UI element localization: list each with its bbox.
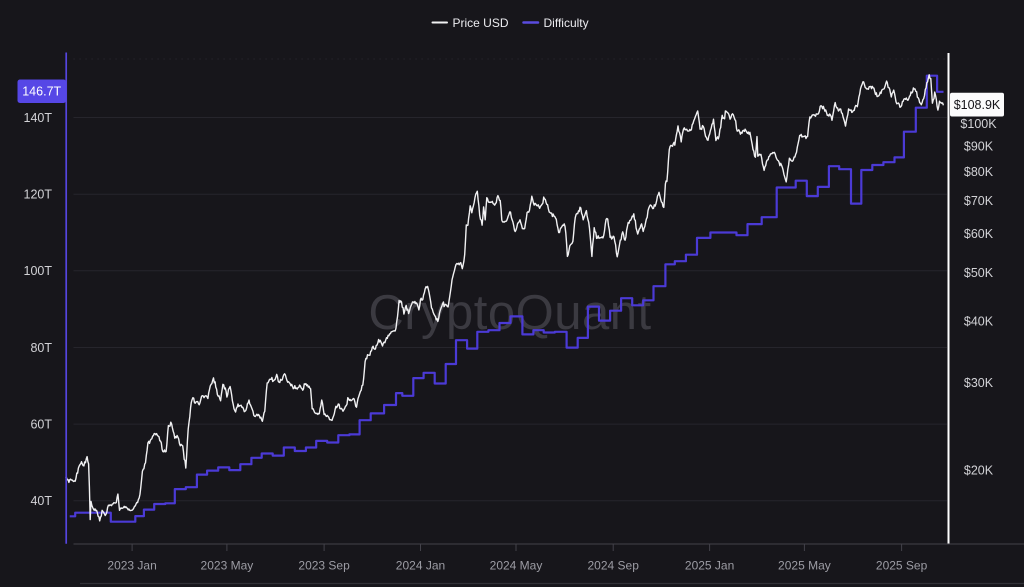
svg-text:2023 Jan: 2023 Jan bbox=[107, 559, 156, 573]
svg-text:2023 Sep: 2023 Sep bbox=[298, 559, 350, 573]
svg-text:2025 May: 2025 May bbox=[778, 559, 831, 573]
svg-text:2025 Sep: 2025 Sep bbox=[876, 559, 928, 573]
svg-text:Price USD: Price USD bbox=[453, 16, 509, 30]
svg-text:2024 May: 2024 May bbox=[490, 559, 543, 573]
svg-text:146.7T: 146.7T bbox=[22, 85, 61, 99]
svg-text:$108.9K: $108.9K bbox=[954, 98, 1001, 112]
svg-text:40T: 40T bbox=[30, 494, 52, 508]
svg-text:2023 May: 2023 May bbox=[201, 559, 254, 573]
svg-text:Difficulty: Difficulty bbox=[544, 16, 589, 30]
svg-text:$70K: $70K bbox=[964, 194, 994, 208]
svg-text:$20K: $20K bbox=[964, 464, 994, 478]
svg-text:CryptoQuant: CryptoQuant bbox=[368, 286, 651, 340]
svg-text:$80K: $80K bbox=[964, 165, 994, 179]
svg-text:2024 Sep: 2024 Sep bbox=[588, 559, 640, 573]
svg-text:$90K: $90K bbox=[964, 140, 994, 154]
svg-text:$100K: $100K bbox=[960, 117, 997, 131]
svg-text:$40K: $40K bbox=[964, 314, 994, 328]
svg-text:140T: 140T bbox=[24, 111, 53, 125]
svg-text:80T: 80T bbox=[30, 341, 52, 355]
svg-text:$50K: $50K bbox=[964, 266, 994, 280]
svg-text:100T: 100T bbox=[24, 264, 53, 278]
svg-text:2024 Jan: 2024 Jan bbox=[396, 559, 445, 573]
svg-text:120T: 120T bbox=[24, 188, 53, 202]
svg-text:2025 Jan: 2025 Jan bbox=[685, 559, 734, 573]
svg-text:$30K: $30K bbox=[964, 376, 994, 390]
svg-text:60T: 60T bbox=[30, 417, 52, 431]
svg-text:$60K: $60K bbox=[964, 227, 994, 241]
